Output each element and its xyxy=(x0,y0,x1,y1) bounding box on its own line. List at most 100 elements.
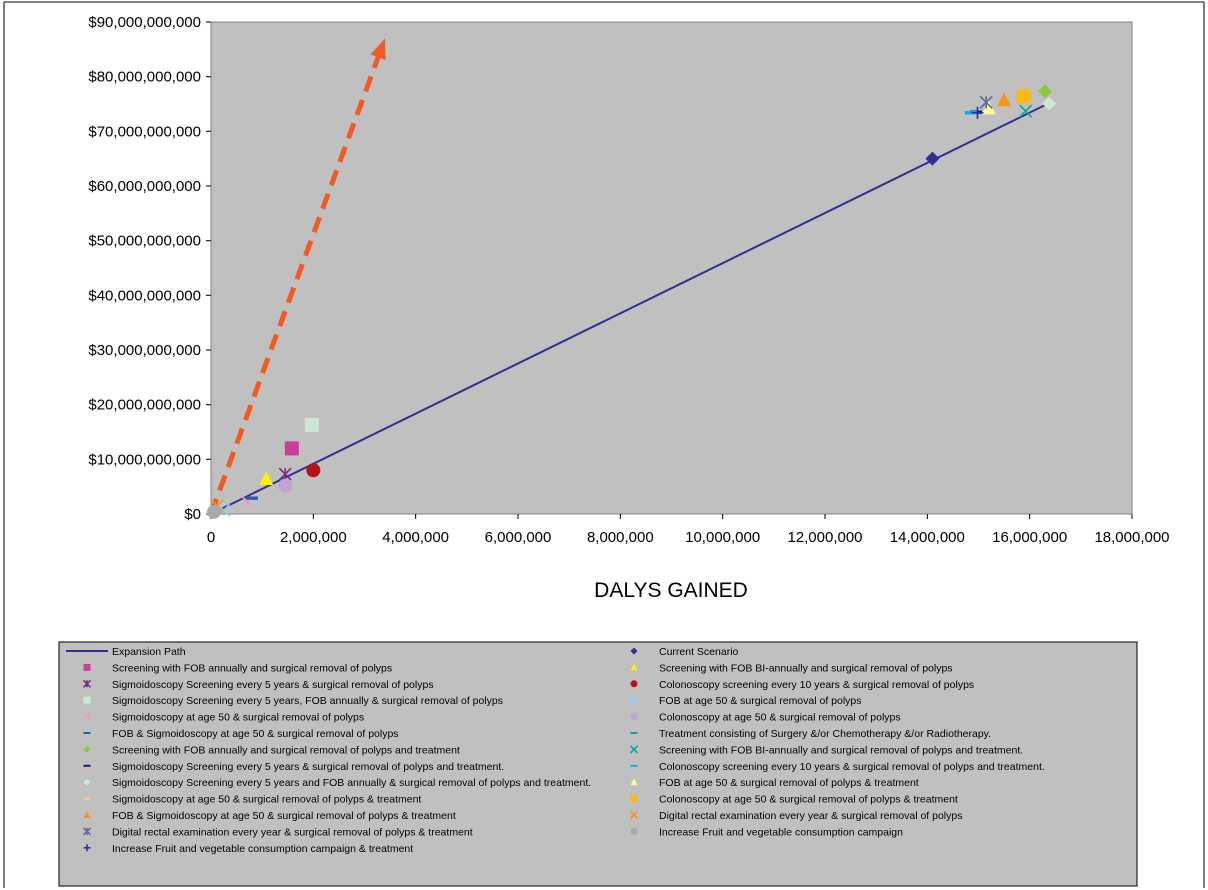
legend-swatch xyxy=(82,827,92,836)
legend-entry: Treatment consisting of Surgery &/or Che… xyxy=(630,728,991,740)
x-axis: 0 2,000,000 4,000,000 6,000,000 8,000,000 10,… xyxy=(207,514,1170,546)
y-tick-label: $50,000,000,000 xyxy=(88,233,201,250)
arrow-head xyxy=(370,38,386,60)
point-fob-at-age-50-surgical-removal-of-polyps-treatment xyxy=(981,100,996,115)
legend-entry: Expansion Path xyxy=(66,646,186,658)
y-tick-label: $0 xyxy=(184,506,201,523)
x-tick-label: 16,000,000 xyxy=(992,529,1067,546)
legend-label: Screening with FOB BI-annually and surgi… xyxy=(659,662,953,674)
legend-label: FOB & Sigmoidoscopy at age 50 & surgical… xyxy=(112,810,456,822)
legend-entry: FOB at age 50 & surgical removal of poly… xyxy=(629,695,862,707)
legend-entry: Sigmoidoscopy Screening every 5 years & … xyxy=(82,679,434,691)
point-screening-with-fob-annually-and-surgical-removal-of-polyps-a xyxy=(1038,84,1053,99)
legend-entry: FOB & Sigmoidoscopy at age 50 & surgical… xyxy=(83,728,399,740)
legend-swatch xyxy=(629,696,639,705)
legend-label: FOB & Sigmoidoscopy at age 50 & surgical… xyxy=(112,728,399,740)
legend-swatch xyxy=(83,797,91,800)
legend-entry: Current Scenario xyxy=(630,646,739,658)
legend-swatch xyxy=(83,732,91,734)
point-screening-with-fob-bi-annually-and-surgical-removal-of-polyp xyxy=(259,471,274,485)
expansion-path-line xyxy=(210,104,1046,515)
legend-swatch xyxy=(630,778,638,786)
legend-swatch xyxy=(83,844,91,852)
legend-swatch xyxy=(82,679,92,688)
point-current-scenario xyxy=(925,151,940,166)
point-sigmoidoscopy-screening-every-5-years-and-fob-annually-surgi xyxy=(1042,96,1057,111)
x-tick-label: 4,000,000 xyxy=(382,529,449,546)
legend-swatch xyxy=(629,810,639,820)
point-fob-sigmoidoscopy-at-age-50-surgical-removal-of-polyps-treat xyxy=(997,92,1012,107)
legend-swatch xyxy=(83,745,91,753)
legend-swatch xyxy=(630,732,638,734)
legend-entry: Colonoscopy screening every 10 years & s… xyxy=(630,679,974,691)
y-axis: $0 $10,000,000,000 $20,000,000,000 $30,000,… xyxy=(88,14,211,523)
point-screening-with-fob-bi-annually-and-surgical-removal-of-polyp xyxy=(1019,104,1033,118)
x-tick-label: 12,000,000 xyxy=(787,529,862,546)
legend-swatch xyxy=(83,764,91,767)
legend-entry: Sigmoidoscopy at age 50 & surgical remov… xyxy=(82,712,364,724)
legend-entry: Increase Fruit and vegetable consumption… xyxy=(630,826,903,838)
x-tick-label: 0 xyxy=(207,529,215,546)
legend-entry: Screening with FOB annually and surgical… xyxy=(83,662,392,674)
legend-label: FOB at age 50 & surgical removal of poly… xyxy=(659,695,862,707)
legend-label: Sigmoidoscopy at age 50 & surgical remov… xyxy=(112,712,364,724)
legend-label: Expansion Path xyxy=(112,646,186,658)
legend-swatch xyxy=(83,811,91,818)
plot-area xyxy=(210,21,1133,515)
legend-label: Sigmoidoscopy Screening every 5 years & … xyxy=(112,679,434,691)
legend-entry: Colonoscopy screening every 10 years & s… xyxy=(630,761,1045,773)
legend-entry: Screening with FOB annually and surgical… xyxy=(83,744,460,756)
legend-entry: Digital rectal examination every year & … xyxy=(82,826,473,838)
x-tick-label: 6,000,000 xyxy=(485,529,552,546)
legend-entry: Colonoscopy at age 50 & surgical removal… xyxy=(630,794,958,806)
x-tick-label: 8,000,000 xyxy=(587,529,654,546)
legend-entry: Increase Fruit and vegetable consumption… xyxy=(83,843,413,855)
legend-label: Sigmoidoscopy Screening every 5 years & … xyxy=(112,761,504,773)
x-tick-label: 2,000,000 xyxy=(280,529,347,546)
legend-entry: FOB & Sigmoidoscopy at age 50 & surgical… xyxy=(83,810,456,822)
y-tick-label: $80,000,000,000 xyxy=(88,69,201,86)
legend-entry: Sigmoidoscopy at age 50 & surgical remov… xyxy=(83,794,421,806)
point-screening-with-fob-annually-and-surgical-removal-of-polyps xyxy=(284,441,299,456)
legend-swatch xyxy=(630,647,638,655)
legend-entry: Sigmoidoscopy Screening every 5 years & … xyxy=(83,761,504,773)
plot-marks xyxy=(206,38,1057,519)
y-tick-label: $20,000,000,000 xyxy=(88,397,201,414)
point-sigmoidoscopy-screening-every-5-years-surgical-removal-of-po xyxy=(278,467,292,481)
legend-entry: Digital rectal examination every year & … xyxy=(629,810,962,822)
x-tick-label: 10,000,000 xyxy=(685,529,760,546)
point-digital-rectal-examination-every-year-surgical-removal-of-po xyxy=(979,95,993,109)
y-tick-label: $40,000,000,000 xyxy=(88,287,201,304)
legend-swatch xyxy=(83,778,91,786)
legend-swatch xyxy=(629,745,639,754)
legend-swatch xyxy=(630,827,638,835)
legend-label: Increase Fruit and vegetable consumption… xyxy=(112,843,413,855)
legend-entry: Screening with FOB BI-annually and surgi… xyxy=(629,744,1023,756)
point-colonoscopy-at-age-50-surgical-removal-of-polyps-treatment xyxy=(1016,89,1031,104)
y-tick-label: $10,000,000,000 xyxy=(88,451,201,468)
legend-swatch xyxy=(630,663,638,671)
legend: Expansion Path Current Scenario Screening … xyxy=(66,646,1045,855)
y-tick-label: $30,000,000,000 xyxy=(88,342,201,359)
legend-swatch xyxy=(82,712,92,721)
legend-label: Screening with FOB annually and surgical… xyxy=(112,662,392,674)
x-tick-label: 14,000,000 xyxy=(890,529,965,546)
legend-label: Colonoscopy at age 50 & surgical removal… xyxy=(659,712,901,724)
legend-label: Colonoscopy screening every 10 years & s… xyxy=(659,761,1045,773)
legend-label: Treatment consisting of Surgery &/or Che… xyxy=(659,728,991,740)
legend-entry: Colonoscopy at age 50 & surgical removal… xyxy=(630,712,901,724)
legend-swatch xyxy=(630,795,638,803)
legend-label: Digital rectal examination every year & … xyxy=(659,810,962,822)
legend-label: Digital rectal examination every year & … xyxy=(112,826,473,838)
point-colonoscopy-screening-every-10-years-surgical-removal-of-pol xyxy=(964,111,977,115)
legend-swatch xyxy=(630,764,638,767)
legend-label: Screening with FOB BI-annually and surgi… xyxy=(659,744,1023,756)
legend-label: Colonoscopy at age 50 & surgical removal… xyxy=(659,794,958,806)
legend-entry: Sigmoidoscopy Screening every 5 years, F… xyxy=(83,695,503,707)
legend-label: Sigmoidoscopy Screening every 5 years, F… xyxy=(112,695,503,707)
point-increase-fruit-and-vegetable-consumption-campaign xyxy=(207,504,222,519)
legend-swatch xyxy=(83,663,91,671)
legend-label: Current Scenario xyxy=(659,646,739,658)
legend-box xyxy=(58,641,1138,887)
